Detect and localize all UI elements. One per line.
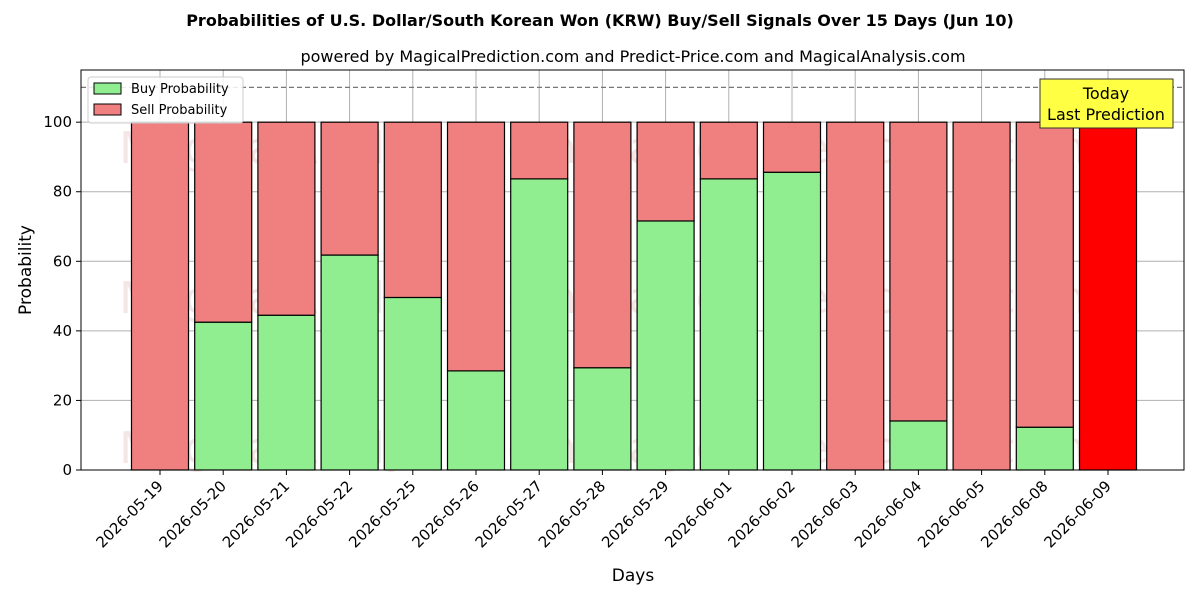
bar-buy-2026-06-01 — [699, 178, 758, 471]
x-tick-label: 2026-06-01 — [661, 477, 735, 551]
bar-sell-2026-05-20 — [194, 121, 253, 323]
bar-sell-2026-05-28 — [573, 121, 632, 369]
bar-buy-2026-05-28 — [573, 367, 632, 471]
bar-buy-2026-05-26 — [446, 370, 506, 471]
y-tick-label: 100 — [43, 113, 72, 131]
bar-sell-2026-06-03 — [826, 121, 885, 471]
bar-buy-2026-05-25 — [383, 296, 442, 471]
y-tick-label: 60 — [53, 252, 72, 270]
legend-swatch-buy — [93, 82, 122, 95]
x-tick-label: 2026-06-05 — [914, 477, 988, 551]
x-tick-label: 2026-05-25 — [345, 477, 419, 551]
x-tick-label: 2026-05-19 — [92, 477, 166, 551]
bar-sell-2026-05-27 — [510, 121, 569, 180]
bar-buy-2026-05-20 — [194, 321, 253, 471]
x-tick-label: 2026-05-22 — [282, 477, 356, 551]
bar-sell-2026-06-09 — [1078, 121, 1138, 471]
y-tick-label: 0 — [62, 461, 72, 479]
bar-sell-2026-05-25 — [383, 121, 442, 299]
bar-sell-2026-06-01 — [699, 121, 758, 180]
x-tick-label: 2026-05-27 — [472, 477, 546, 551]
legend-label-buy: Buy Probability — [131, 82, 229, 97]
x-tick-label: 2026-06-02 — [724, 477, 798, 551]
bar-buy-2026-05-27 — [510, 178, 569, 471]
x-tick-label: 2026-05-29 — [598, 477, 672, 551]
x-tick-label: 2026-05-20 — [156, 477, 230, 551]
bar-buy-2026-06-02 — [762, 171, 822, 471]
y-tick-label: 80 — [53, 183, 72, 201]
bar-sell-2026-05-22 — [320, 121, 379, 256]
x-tick-label: 2026-05-28 — [535, 477, 609, 551]
y-axis-label: Probability — [16, 225, 36, 315]
x-axis-label: Days — [612, 566, 655, 586]
bar-sell-2026-05-29 — [636, 121, 695, 222]
today-annotation: Today Last Prediction — [1039, 78, 1174, 129]
bars — [130, 121, 1138, 471]
bar-sell-2026-05-19 — [130, 121, 190, 471]
bar-buy-2026-05-22 — [320, 254, 379, 471]
y-tick-label: 40 — [53, 322, 72, 340]
x-tick-label: 2026-06-09 — [1040, 477, 1114, 551]
y-axis: 0 20 40 60 80 100 — [43, 113, 81, 479]
bar-buy-2026-05-21 — [257, 314, 316, 471]
annotation-line-2: Last Prediction — [1047, 105, 1165, 124]
annotation-line-1: Today — [1082, 84, 1129, 103]
annotation-box — [1039, 78, 1174, 129]
x-tick-label: 2026-06-08 — [977, 477, 1051, 551]
x-tick-label: 2026-06-03 — [788, 477, 862, 551]
legend: Buy Probability Sell Probability — [87, 76, 244, 124]
legend-label-sell: Sell Probability — [131, 103, 228, 118]
bar-buy-2026-05-29 — [636, 220, 695, 471]
chart-title: Probabilities of U.S. Dollar/South Korea… — [186, 11, 1014, 30]
legend-box — [87, 76, 244, 124]
legend-swatch-sell — [93, 103, 122, 116]
bar-sell-2026-06-02 — [762, 121, 822, 173]
plot-area-frame — [80, 69, 1185, 471]
bar-sell-2026-05-21 — [257, 121, 316, 316]
bar-buy-2026-06-04 — [889, 420, 948, 471]
bar-sell-2026-06-04 — [889, 121, 948, 422]
chart-subtitle: powered by MagicalPrediction.com and Pre… — [300, 47, 965, 66]
x-tick-label: 2026-06-04 — [851, 477, 925, 551]
x-tick-label: 2026-05-26 — [408, 477, 482, 551]
bar-buy-2026-06-08 — [1015, 426, 1074, 471]
bar-sell-2026-05-26 — [446, 121, 506, 372]
bar-sell-2026-06-05 — [952, 121, 1011, 471]
x-tick-label: 2026-05-21 — [219, 477, 293, 551]
bar-sell-2026-06-08 — [1015, 121, 1074, 428]
y-tick-label: 20 — [53, 391, 72, 409]
x-axis: 2026-05-192026-05-202026-05-212026-05-22… — [92, 470, 1115, 551]
